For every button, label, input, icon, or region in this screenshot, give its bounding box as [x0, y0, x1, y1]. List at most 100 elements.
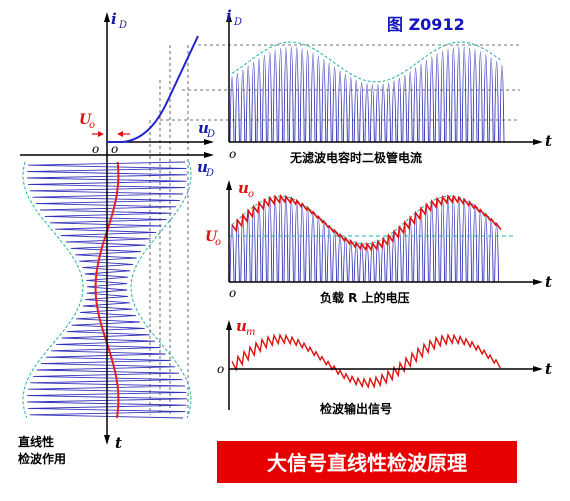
- voltage-ref-label: U: [205, 229, 218, 245]
- left-panel: i D u D u D U o o o t 直线性 检波作用: [18, 10, 520, 466]
- current-pulse: [305, 50, 311, 143]
- current-pulse: [310, 52, 316, 143]
- left-current-axis-label: i: [111, 10, 117, 28]
- voltage-pulse: [310, 211, 316, 283]
- voltage-pulse: [445, 195, 451, 283]
- threshold-arrow-right: [117, 131, 123, 137]
- current-pulse: [294, 47, 300, 143]
- input-carrier-wave: [27, 161, 188, 419]
- current-pulse: [407, 71, 413, 143]
- voltage-pulse: [337, 234, 343, 283]
- voltage-pulse: [272, 195, 278, 283]
- voltage-t-axis-arrow: [533, 279, 543, 285]
- output-t-label: t: [545, 360, 552, 378]
- current-pulse: [283, 46, 289, 143]
- input-envelope-right: [130, 161, 192, 419]
- output-y-subscript: m: [246, 327, 255, 338]
- diode-voltage-axis-arrow: [204, 139, 214, 145]
- voltage-sawtooth: [231, 193, 502, 252]
- current-pulse: [240, 69, 246, 143]
- current-pulse: [229, 76, 235, 143]
- title-banner: 大信号直线性检波原理: [217, 441, 517, 483]
- current-pulse: [288, 46, 294, 143]
- threshold-subscript: o: [89, 120, 95, 131]
- current-pulse: [369, 84, 375, 143]
- current-pulse: [461, 46, 467, 143]
- title-banner-text: 大信号直线性检波原理: [267, 451, 467, 475]
- current-pulse: [348, 77, 354, 143]
- voltage-pulse: [321, 221, 327, 283]
- voltage-pulse: [477, 209, 483, 283]
- current-pulse: [375, 84, 381, 143]
- current-pulse: [332, 66, 338, 143]
- current-y-subscript: D: [233, 17, 242, 28]
- current-pulse: [494, 61, 500, 143]
- current-pulse: [386, 82, 392, 143]
- voltage-pulse: [348, 240, 354, 283]
- voltage-pulses: [229, 195, 500, 283]
- current-pulse: [278, 47, 284, 143]
- left-time-label: t: [115, 434, 122, 452]
- current-pulse: [364, 83, 370, 143]
- voltage-pulse: [472, 205, 478, 283]
- left-caption-line2: 检波作用: [18, 451, 66, 466]
- voltage-pulse: [434, 198, 440, 283]
- voltage-origin: o: [229, 286, 236, 300]
- left-origin-a: o: [92, 142, 99, 156]
- figure-title: 图 Z0912: [387, 15, 465, 34]
- left-origin-b: o: [111, 142, 118, 156]
- current-pulse: [418, 63, 424, 143]
- voltage-y-axis-arrow: [226, 180, 232, 190]
- panel-load-voltage: u o U o t o 负载 R 上的电压: [205, 179, 552, 305]
- current-pulses: [229, 46, 505, 143]
- voltage-pulse: [353, 242, 359, 283]
- current-pulse: [456, 46, 462, 143]
- current-pulse: [326, 63, 332, 143]
- current-pulse: [440, 50, 446, 143]
- left-current-axis-subscript: D: [118, 20, 127, 31]
- current-pulse: [402, 74, 408, 143]
- voltage-pulse: [256, 202, 262, 283]
- current-pulse: [488, 57, 494, 143]
- left-voltage-axis-subscript: D: [205, 168, 214, 179]
- current-pulse: [261, 54, 267, 143]
- voltage-pulse: [229, 224, 235, 283]
- left-time-axis-arrow: [104, 435, 110, 445]
- voltage-pulse: [332, 230, 338, 283]
- current-pulse: [245, 65, 251, 143]
- voltage-y-subscript: o: [248, 189, 254, 200]
- voltage-ref-subscript: o: [215, 237, 221, 248]
- current-pulse: [315, 55, 321, 143]
- diode-voltage-axis-label: u: [198, 119, 209, 137]
- voltage-pulse: [288, 198, 294, 283]
- output-caption: 检波输出信号: [320, 401, 392, 416]
- voltage-pulse: [299, 203, 305, 283]
- panel-diode-current: i D t o 无滤波电容时二极管电流: [226, 7, 552, 165]
- voltage-pulse: [467, 202, 473, 283]
- current-pulse: [429, 56, 435, 143]
- voltage-pulse: [342, 237, 348, 283]
- output-origin: o: [217, 362, 224, 376]
- current-pulse: [321, 59, 327, 143]
- voltage-pulse: [429, 201, 435, 283]
- voltage-pulse: [251, 206, 257, 283]
- voltage-pulse: [494, 223, 500, 283]
- voltage-pulse: [423, 204, 429, 283]
- title-banner-background: [217, 441, 517, 483]
- current-pulse: [337, 70, 343, 143]
- voltage-caption: 负载 R 上的电压: [320, 290, 410, 305]
- threshold-arrow-left: [98, 131, 104, 137]
- voltage-pulse: [294, 200, 300, 283]
- left-voltage-axis-arrow: [204, 152, 214, 158]
- current-pulse: [423, 60, 429, 143]
- current-pulse: [234, 72, 240, 143]
- current-y-axis-arrow: [226, 12, 232, 22]
- current-pulse: [380, 84, 386, 143]
- current-pulse: [483, 54, 489, 143]
- current-envelope: [231, 41, 503, 83]
- voltage-pulse: [456, 196, 462, 283]
- current-pulse: [445, 48, 451, 143]
- voltage-t-label: t: [545, 273, 552, 291]
